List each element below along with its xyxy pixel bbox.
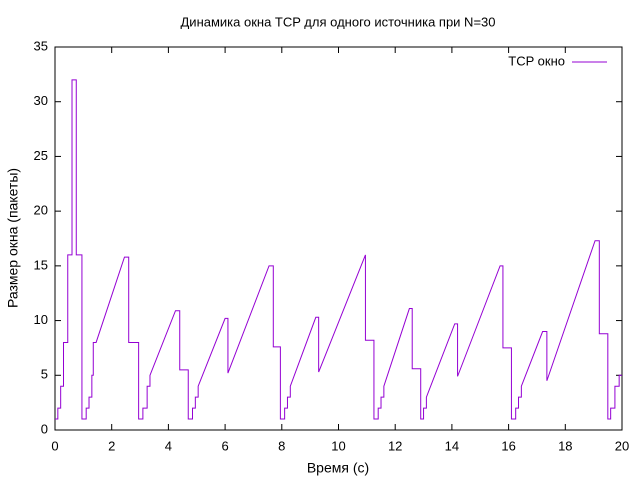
y-tick-label: 15 — [34, 257, 48, 272]
y-tick-label: 20 — [34, 203, 48, 218]
x-tick-label: 2 — [108, 438, 115, 453]
y-tick-label: 10 — [34, 312, 48, 327]
x-tick-label: 0 — [51, 438, 58, 453]
x-tick-label: 12 — [388, 438, 402, 453]
x-axis-label: Время (с) — [307, 460, 369, 476]
y-tick-label: 5 — [41, 367, 48, 382]
x-tick-label: 20 — [615, 438, 629, 453]
x-tick-label: 14 — [445, 438, 459, 453]
x-tick-label: 6 — [221, 438, 228, 453]
x-tick-label: 18 — [558, 438, 572, 453]
y-tick-label: 25 — [34, 148, 48, 163]
x-tick-label: 16 — [501, 438, 515, 453]
chart-title: Динамика окна TCP для одного источника п… — [181, 14, 496, 29]
data-line — [55, 79, 622, 420]
y-tick-label: 0 — [41, 421, 48, 436]
x-tick-label: 8 — [278, 438, 285, 453]
x-tick-label: 4 — [165, 438, 172, 453]
y-tick-label: 35 — [34, 38, 48, 53]
x-tick-label: 10 — [331, 438, 345, 453]
y-axis-label: Размер окна (пакеты) — [5, 168, 21, 308]
plot-frame — [54, 46, 623, 431]
legend-label: TCP окно — [508, 53, 565, 68]
y-tick-label: 30 — [34, 93, 48, 108]
